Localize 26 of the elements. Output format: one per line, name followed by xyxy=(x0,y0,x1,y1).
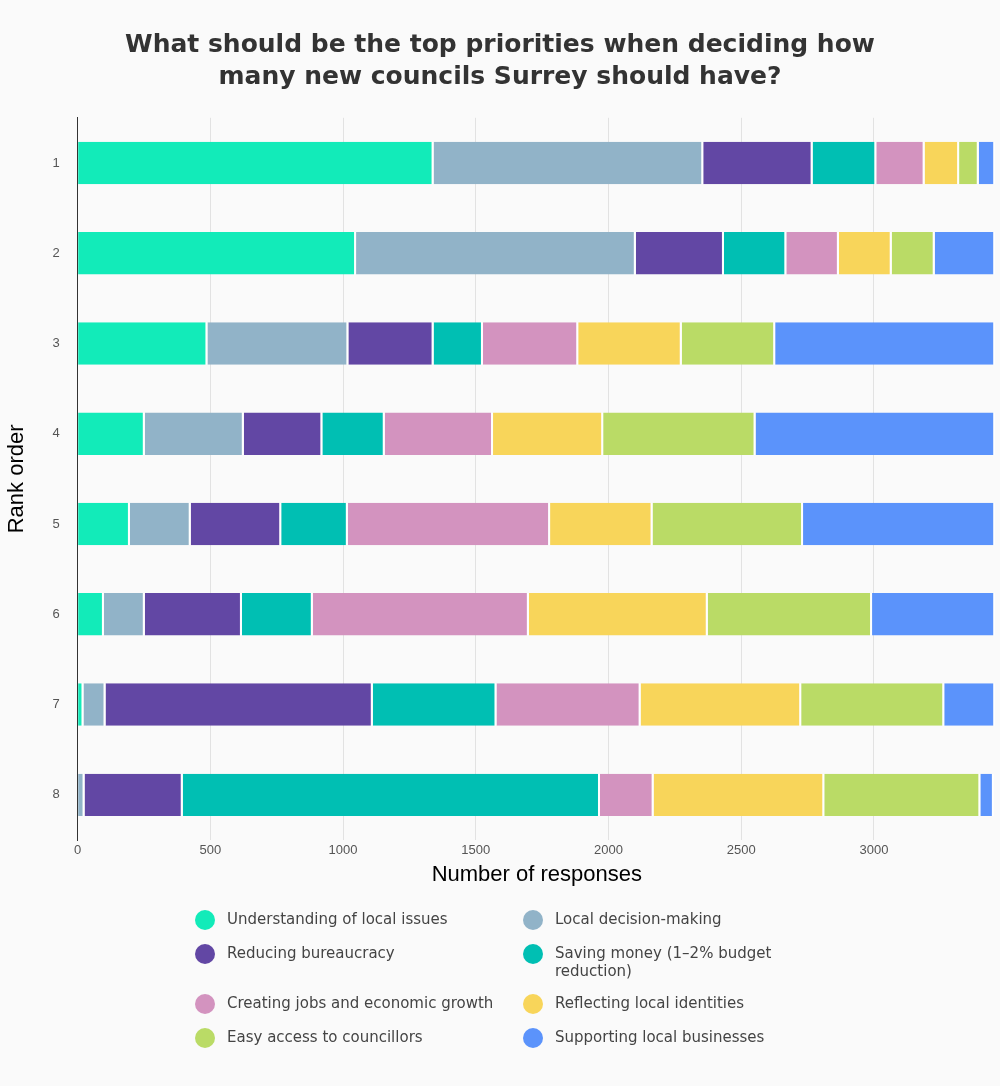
x-tick-label: 3000 xyxy=(859,842,889,858)
y-tick-label: 8 xyxy=(52,786,60,802)
y-axis-title: Rank order xyxy=(3,424,29,534)
x-tick-label: 2500 xyxy=(726,842,756,858)
y-tick-label: 1 xyxy=(52,154,60,170)
x-tick-label: 500 xyxy=(199,842,222,858)
x-tick-label: 0 xyxy=(74,842,82,858)
legend-label: Creating jobs and economic growth xyxy=(227,994,494,1012)
x-tick-label: 1500 xyxy=(461,842,491,858)
legend-label: Supporting local businesses xyxy=(555,1028,765,1046)
legend-label: Saving money (1–2% budget reduction) xyxy=(555,944,773,980)
chart-title: What should be the top priorities when deciding how many new councils Surrey should have? xyxy=(124,28,876,92)
y-tick-label: 2 xyxy=(52,244,60,260)
y-tick-label: 4 xyxy=(52,425,60,441)
x-tick-label: 2000 xyxy=(594,842,623,858)
y-tick-label: 3 xyxy=(52,335,60,351)
y-tick-label: 6 xyxy=(52,605,60,621)
legend-label: Reducing bureaucracy xyxy=(227,944,395,962)
y-tick-label: 5 xyxy=(52,515,60,531)
x-axis-title: Number of responses xyxy=(431,860,642,886)
legend-label: Local decision-making xyxy=(555,910,722,928)
legend-label: Easy access to councillors xyxy=(227,1028,423,1046)
x-tick-label: 1000 xyxy=(328,842,358,858)
legend-label: Understanding of local issues xyxy=(227,910,448,928)
y-tick-label: 7 xyxy=(52,696,60,712)
legend-label: Reflecting local identities xyxy=(555,994,745,1012)
